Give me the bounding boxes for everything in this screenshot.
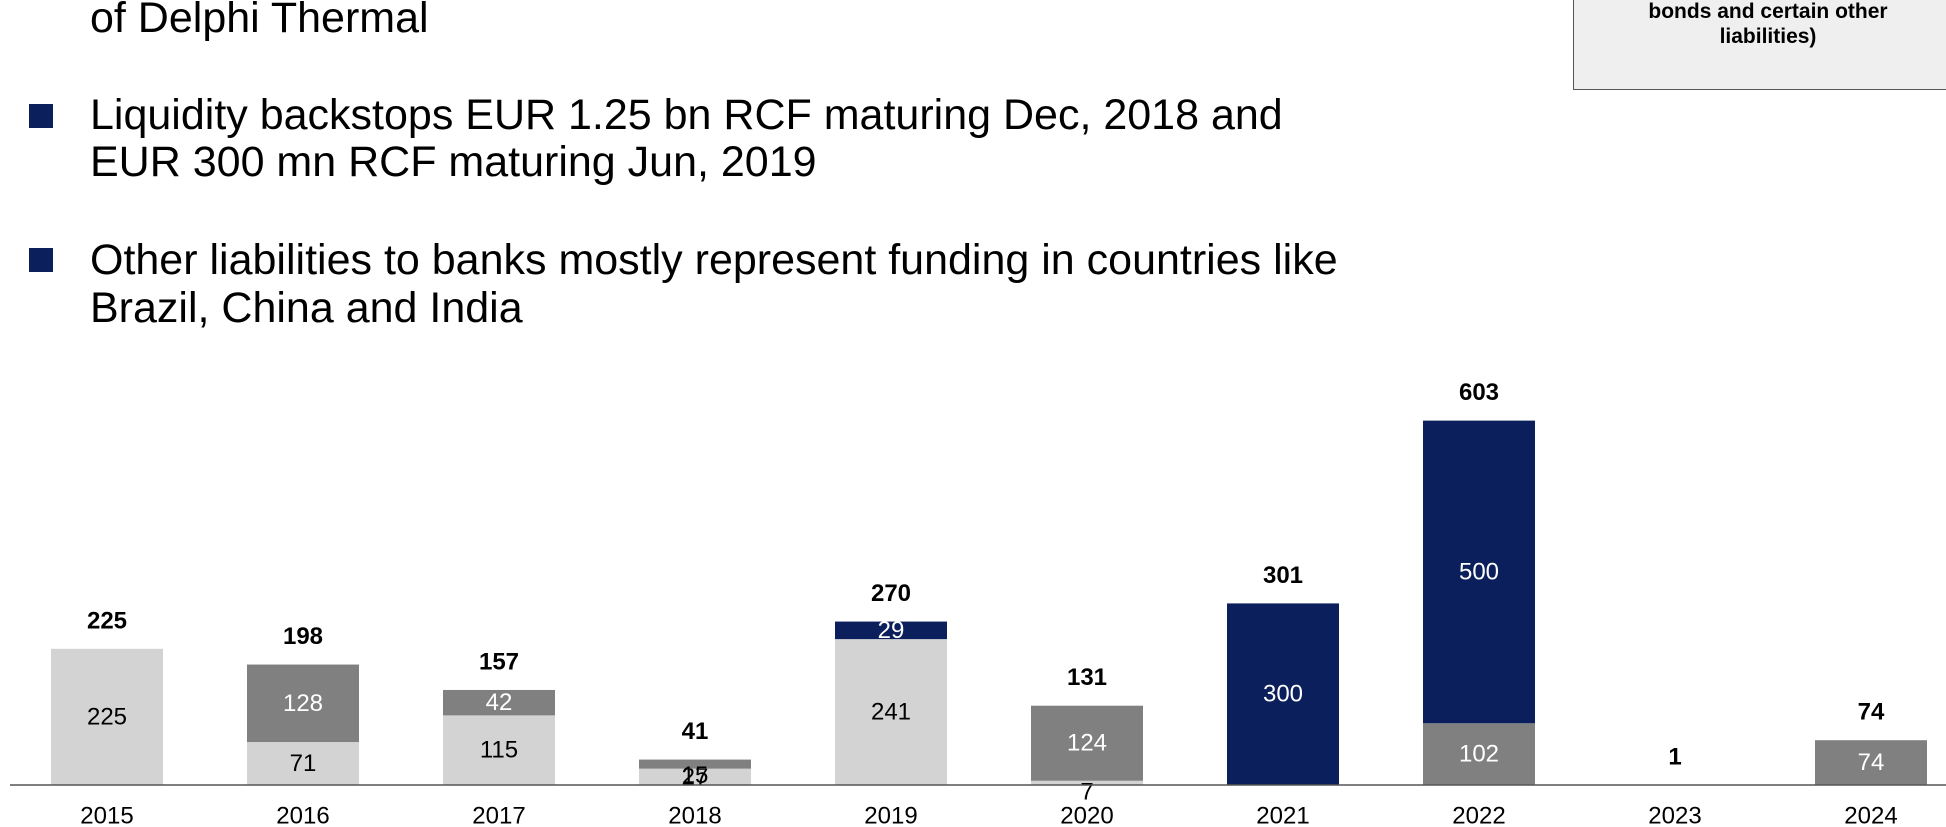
bullet-square-icon [29, 248, 53, 272]
total-value-label: 1 [1668, 744, 1681, 771]
segment-value-label: 128 [283, 690, 323, 717]
legend-note-box: bonds and certain other liabilities) [1573, 0, 1946, 90]
category-label: 2017 [472, 803, 525, 827]
bullet1-line2: EUR 300 mn RCF maturing Jun, 2019 [90, 138, 817, 186]
bullet-square-icon [29, 104, 53, 128]
total-value-label: 41 [682, 718, 709, 745]
segment-value-label: 42 [486, 689, 513, 716]
segment-value-label: 124 [1067, 730, 1107, 757]
bar-segment [1031, 705, 1143, 781]
bullet2-line1: Other liabilities to banks mostly repres… [90, 236, 1338, 284]
total-value-label: 74 [1858, 699, 1885, 726]
segment-value-label: 7 [1080, 779, 1093, 806]
bar-segment [1227, 603, 1339, 785]
bar-segment [639, 759, 751, 769]
segment-value-label: 241 [871, 699, 911, 726]
bar-segment [639, 768, 751, 785]
bar-segment [247, 664, 359, 743]
bar-segment [1423, 420, 1535, 724]
bullet1-line1: Liquidity backstops EUR 1.25 bn RCF matu… [90, 91, 1283, 139]
category-label: 2015 [80, 803, 133, 827]
legend-note-line1: bonds and certain other [1648, 0, 1888, 23]
segment-value-label: 300 [1263, 681, 1303, 708]
bullet2-line2: Brazil, China and India [90, 284, 523, 332]
category-label: 2023 [1648, 803, 1701, 827]
bar-segment [835, 621, 947, 640]
total-value-label: 225 [87, 607, 127, 634]
total-value-label: 198 [283, 623, 323, 650]
category-label: 2016 [276, 803, 329, 827]
segment-value-label: 74 [1858, 749, 1885, 776]
category-label: 2021 [1256, 803, 1309, 827]
total-value-label: 157 [479, 648, 519, 675]
bar-segment [51, 648, 163, 785]
bar-segment [247, 742, 359, 785]
segment-value-label: 29 [878, 617, 905, 644]
category-label: 2022 [1452, 803, 1505, 827]
legend-note-line2: liabilities) [1719, 25, 1817, 48]
total-value-label: 301 [1263, 562, 1303, 589]
total-value-label: 603 [1459, 379, 1499, 406]
segment-value-label: 115 [480, 737, 518, 764]
category-label: 2024 [1844, 803, 1897, 827]
bar-segment [443, 689, 555, 716]
text-line-top: of Delphi Thermal [90, 0, 429, 42]
total-value-label: 131 [1067, 664, 1107, 691]
category-label: 2018 [668, 803, 721, 827]
segment-value-label: 71 [290, 750, 317, 777]
bar-segment [443, 715, 555, 785]
total-value-label: 270 [871, 580, 911, 607]
category-label: 2019 [864, 803, 917, 827]
bar-segment [1031, 780, 1143, 785]
segment-value-label: 102 [1459, 741, 1499, 768]
bar-segment [1423, 723, 1535, 785]
bar-segment [1815, 740, 1927, 785]
segment-value-label: 225 [87, 703, 127, 730]
segment-value-label: 500 [1459, 558, 1499, 585]
category-label: 2020 [1060, 803, 1113, 827]
bar-segment [835, 639, 947, 785]
